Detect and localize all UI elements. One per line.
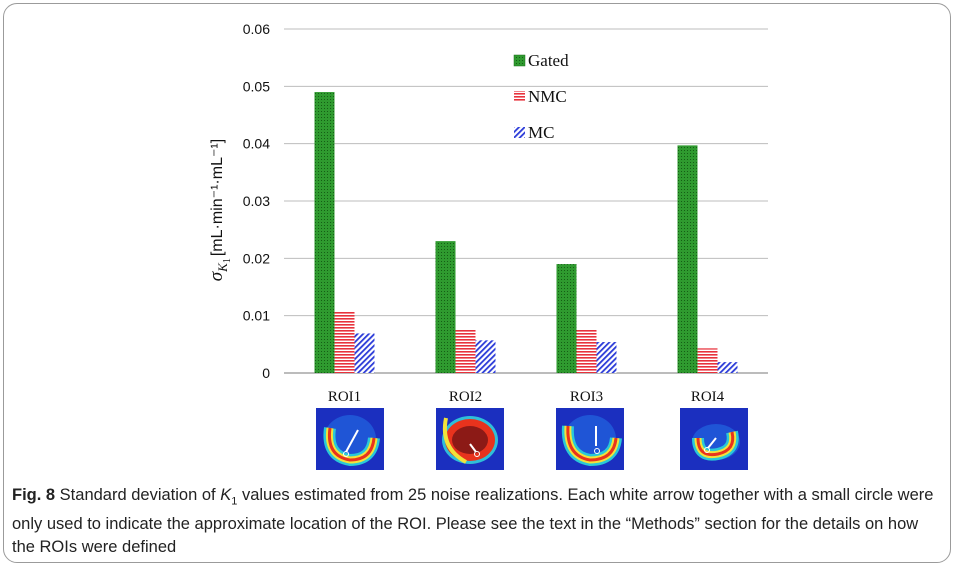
- bar-mc-roi1: [354, 333, 375, 373]
- bar-gated-roi4: [677, 145, 698, 373]
- x-tick-label: ROI4: [691, 389, 725, 405]
- y-tick-label: 0: [262, 365, 270, 381]
- x-tick-label: ROI2: [449, 389, 482, 405]
- bar-gated-roi3: [556, 264, 577, 373]
- caption-k-symbol: K: [220, 486, 232, 504]
- y-tick-label: 0.01: [243, 308, 270, 324]
- legend-label-mc: MC: [528, 123, 554, 142]
- figure-caption: Fig. 8 Standard deviation of K1 values e…: [12, 484, 942, 559]
- legend-label-gated: Gated: [528, 51, 569, 70]
- y-label-subscript: K: [215, 262, 230, 273]
- roi4-thumbnail: [680, 408, 748, 470]
- caption-text-after: values estimated from 25 noise realizati…: [12, 486, 934, 557]
- y-label-units: [mL·min⁻¹·mL⁻¹]: [209, 139, 226, 256]
- legend-label-nmc: NMC: [528, 87, 567, 106]
- y-tick-label: 0.05: [243, 78, 270, 94]
- bar-mc-roi3: [596, 342, 617, 373]
- x-tick-label: ROI3: [570, 389, 603, 405]
- roi2-thumbnail: [436, 408, 504, 470]
- legend: Gated NMC MC: [513, 51, 569, 142]
- tick-labels: 0 0.01 0.02 0.03 0.04 0.05 0.06 ROI1 ROI2 ROI3 ROI…: [243, 21, 725, 405]
- bar-nmc-roi3: [576, 329, 597, 373]
- bars: [314, 92, 738, 374]
- bar-chart: 0 0.01 0.02 0.03 0.04 0.05 0.06 ROI1 ROI2 ROI3 ROI…: [206, 21, 768, 405]
- caption-label: Fig. 8: [12, 486, 56, 504]
- roi3-thumbnail: [556, 408, 624, 470]
- y-tick-label: 0.02: [243, 250, 270, 266]
- bar-mc-roi4: [717, 362, 738, 373]
- y-label-sigma: σ: [206, 271, 227, 281]
- bar-nmc-roi2: [455, 329, 476, 373]
- caption-text-before: Standard deviation of: [55, 486, 221, 504]
- y-tick-label: 0.04: [243, 136, 270, 152]
- legend-swatch-gated: [513, 54, 526, 67]
- y-label-subsubscript: 1: [222, 258, 233, 263]
- x-tick-label: ROI1: [328, 389, 361, 405]
- caption-k-sub: 1: [231, 495, 238, 508]
- bar-gated-roi2: [435, 241, 456, 373]
- bar-mc-roi2: [475, 340, 496, 373]
- bar-nmc-roi4: [697, 348, 718, 373]
- roi1-thumbnail: [316, 408, 384, 470]
- bar-gated-roi1: [314, 92, 335, 374]
- y-tick-label: 0.03: [243, 193, 270, 209]
- bar-nmc-roi1: [334, 311, 355, 373]
- y-tick-label: 0.06: [243, 21, 270, 37]
- legend-swatch-mc: [514, 127, 525, 138]
- legend-swatch-nmc: [514, 91, 525, 102]
- y-axis-label: σK1 [mL·min⁻¹·mL⁻¹]: [206, 139, 233, 281]
